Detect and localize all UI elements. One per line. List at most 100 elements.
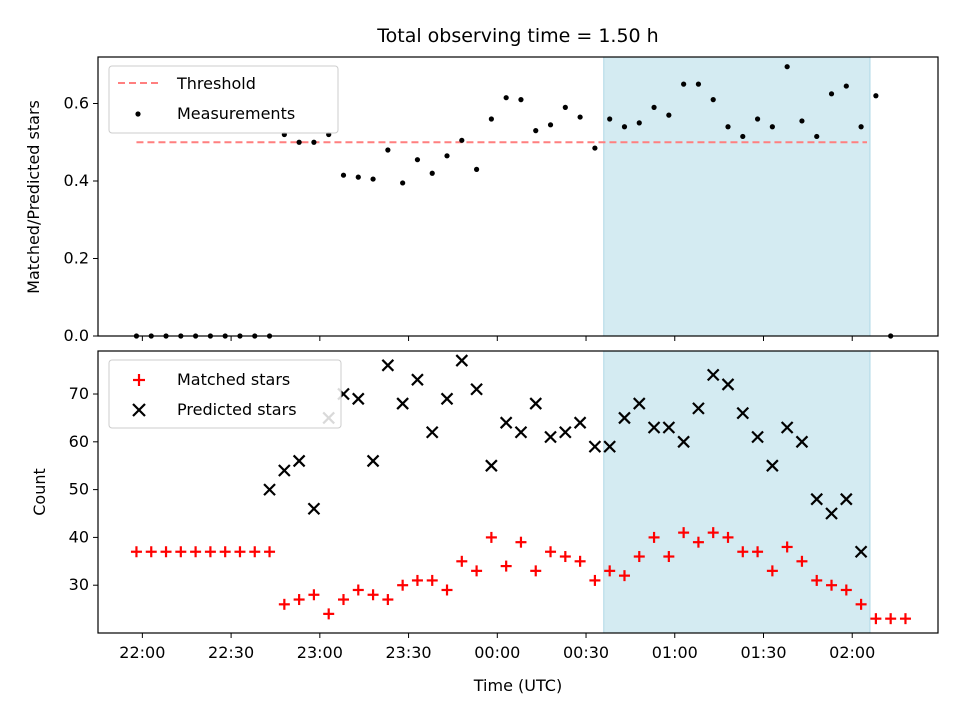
y-tick-label: 70 bbox=[69, 384, 89, 403]
x-axis-title: Time (UTC) bbox=[473, 676, 562, 695]
matched-stars-point bbox=[130, 546, 142, 558]
predicted-stars-point bbox=[795, 435, 809, 449]
predicted-stars-point bbox=[632, 397, 646, 410]
measurement-point bbox=[577, 114, 583, 120]
predicted-stars-point bbox=[307, 502, 321, 516]
matched-stars-point bbox=[278, 598, 290, 610]
predicted-stars-point bbox=[840, 492, 853, 506]
matched-stars-point bbox=[204, 546, 216, 558]
bottom-panel: 30 40 50 60 70 22:00 22:30 23:00 23:30 00:00 00:3… bbox=[30, 350, 939, 695]
predicted-stars-point bbox=[425, 425, 439, 439]
matched-stars-point bbox=[323, 608, 335, 620]
matched-stars-point bbox=[855, 598, 867, 610]
matched-stars-point bbox=[545, 546, 557, 558]
matched-stars-point bbox=[249, 546, 261, 558]
x-tick-label: 22:30 bbox=[208, 643, 254, 662]
predicted-stars-point bbox=[396, 397, 409, 410]
measurement-point bbox=[414, 157, 421, 163]
bottom-legend-box bbox=[108, 359, 342, 429]
matched-stars-point bbox=[382, 594, 394, 606]
measurement-point bbox=[340, 172, 347, 178]
measurement-point bbox=[799, 118, 805, 124]
matched-stars-point bbox=[559, 551, 571, 563]
measurement-point bbox=[459, 137, 465, 143]
measurement-point bbox=[592, 145, 598, 151]
legend-predicted-label: Predicted stars bbox=[177, 400, 297, 419]
matched-stars-point bbox=[648, 531, 660, 543]
matched-stars-point bbox=[574, 555, 586, 567]
measurement-point bbox=[518, 97, 524, 103]
matched-stars-point bbox=[456, 555, 468, 567]
y-tick-label: 30 bbox=[69, 575, 89, 594]
measurement-point bbox=[636, 120, 642, 126]
top-x-ticks bbox=[141, 336, 853, 341]
bottom-x-ticks: 22:00 22:30 23:00 23:30 00:00 00:30 01:00 01:30… bbox=[119, 633, 875, 662]
top-panel-span bbox=[603, 56, 871, 337]
predicted-stars-point bbox=[499, 416, 513, 429]
measurement-point bbox=[503, 95, 509, 101]
measurement-point bbox=[828, 91, 835, 97]
predicted-stars-point bbox=[721, 378, 735, 391]
y-tick-label: 50 bbox=[69, 480, 89, 499]
measurement-point bbox=[400, 180, 406, 186]
measurement-point bbox=[666, 112, 672, 118]
y-tick-label: 0.6 bbox=[64, 94, 89, 113]
bottom-y-ticks: 30 40 50 60 70 bbox=[69, 384, 98, 594]
matched-stars-point bbox=[175, 546, 187, 558]
y-tick-label: 60 bbox=[69, 432, 89, 451]
legend-threshold-label: Threshold bbox=[176, 74, 256, 93]
matched-stars-point bbox=[264, 546, 276, 558]
predicted-stars-point bbox=[381, 359, 395, 372]
predicted-stars-point bbox=[263, 483, 276, 496]
legend-matched-label: Matched stars bbox=[177, 370, 290, 389]
top-legend: Threshold Measurements bbox=[108, 65, 339, 134]
predicted-stars-point bbox=[780, 421, 794, 434]
measurement-point bbox=[784, 64, 790, 70]
predicted-stars-point bbox=[366, 454, 380, 468]
x-tick-label: 00:00 bbox=[474, 643, 520, 662]
matched-stars-point bbox=[190, 546, 202, 558]
predicted-stars-point bbox=[810, 492, 824, 506]
matched-stars-point bbox=[899, 613, 911, 625]
matched-stars-point bbox=[530, 565, 542, 577]
measurement-point bbox=[740, 133, 746, 140]
x-tick-label: 02:00 bbox=[829, 643, 875, 662]
measurement-point bbox=[873, 93, 879, 99]
bottom-panel-span bbox=[603, 350, 871, 634]
predicted-stars-point bbox=[544, 430, 557, 444]
top-legend-box bbox=[108, 65, 339, 134]
matched-stars-point bbox=[678, 527, 690, 539]
matched-stars-point bbox=[234, 546, 246, 558]
matched-stars-point bbox=[811, 574, 823, 586]
measurement-point bbox=[547, 122, 554, 128]
measurement-point bbox=[710, 97, 716, 103]
measurement-point bbox=[311, 139, 317, 145]
top-panel: 0.0 0.2 0.4 0.6 Matched/Predicted stars Thr… bbox=[24, 56, 939, 345]
matched-stars-point bbox=[766, 565, 778, 577]
predicted-stars-point bbox=[766, 459, 779, 472]
matched-stars-point bbox=[633, 551, 645, 563]
predicted-stars-point bbox=[677, 435, 690, 449]
matched-stars-point bbox=[471, 565, 483, 577]
predicted-stars-point bbox=[352, 392, 365, 406]
chart-title: Total observing time = 1.50 h bbox=[376, 25, 658, 47]
predicted-stars-point bbox=[529, 397, 543, 410]
matched-stars-point bbox=[707, 527, 719, 539]
y-tick-label: 0.4 bbox=[64, 171, 89, 190]
measurement-point bbox=[651, 104, 657, 110]
measurement-point bbox=[355, 174, 361, 180]
predicted-stars-point bbox=[485, 459, 498, 472]
measurement-point bbox=[814, 133, 820, 140]
measurement-point bbox=[754, 116, 761, 122]
matched-stars-point bbox=[397, 579, 409, 591]
y-tick-label: 0.2 bbox=[64, 249, 89, 268]
matched-stars-point bbox=[426, 574, 438, 586]
predicted-stars-point bbox=[706, 368, 720, 382]
predicted-stars-point bbox=[411, 373, 424, 386]
predicted-stars-point bbox=[573, 416, 587, 429]
measurement-point bbox=[681, 81, 687, 87]
legend-measurements-label: Measurements bbox=[177, 104, 295, 123]
measurement-point bbox=[296, 139, 302, 145]
predicted-stars-point bbox=[588, 440, 602, 453]
matched-stars-point bbox=[840, 584, 852, 596]
